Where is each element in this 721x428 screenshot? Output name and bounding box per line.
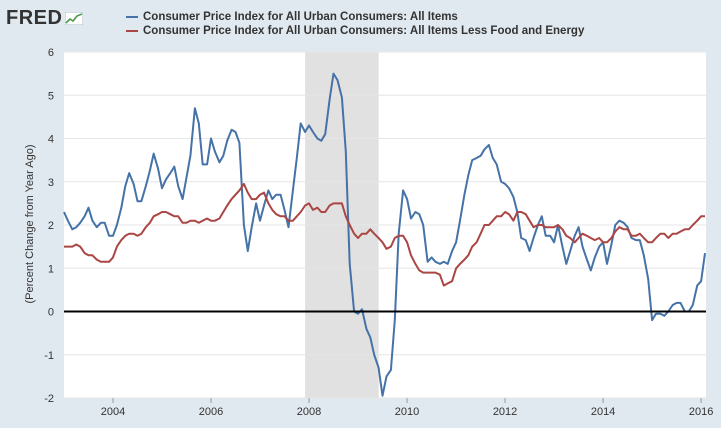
y-tick-label: 4	[48, 134, 54, 146]
y-tick-label: 5	[48, 90, 54, 102]
x-tick-label: 2016	[689, 406, 713, 418]
legend-label-all-items: Consumer Price Index for All Urban Consu…	[143, 11, 458, 23]
legend-entry-core[interactable]: Consumer Price Index for All Urban Consu…	[126, 24, 584, 38]
x-tick-label: 2006	[199, 406, 223, 418]
y-tick-label: -1	[44, 350, 54, 362]
legend-swatch-core	[126, 30, 138, 32]
y-tick-label: 6	[48, 47, 54, 59]
x-tick-label: 2012	[493, 406, 517, 418]
y-tick-label: 1	[48, 263, 54, 275]
chart-trend-icon	[65, 12, 84, 25]
x-tick-label: 2014	[591, 406, 615, 418]
y-tick-label: -2	[44, 393, 54, 405]
x-tick-label: 2010	[395, 406, 419, 418]
y-tick-label: 0	[48, 307, 54, 319]
legend-swatch-all-items	[126, 16, 138, 18]
chart-legend: Consumer Price Index for All Urban Consu…	[126, 10, 584, 38]
series-line-core[interactable]	[64, 182, 705, 287]
x-tick-label: 2004	[101, 406, 125, 418]
y-axis-title: (Percent Change from Year Ago)	[24, 145, 36, 304]
legend-entry-all-items[interactable]: Consumer Price Index for All Urban Consu…	[126, 10, 584, 24]
y-tick-label: 3	[48, 177, 54, 189]
y-tick-label: 2	[48, 220, 54, 232]
fred-logo[interactable]: FRED	[6, 7, 84, 30]
logo-text: FRED	[6, 7, 63, 29]
x-tick-label: 2008	[297, 406, 321, 418]
series-line-all-items[interactable]	[63, 72, 706, 397]
legend-label-core: Consumer Price Index for All Urban Consu…	[143, 25, 585, 37]
